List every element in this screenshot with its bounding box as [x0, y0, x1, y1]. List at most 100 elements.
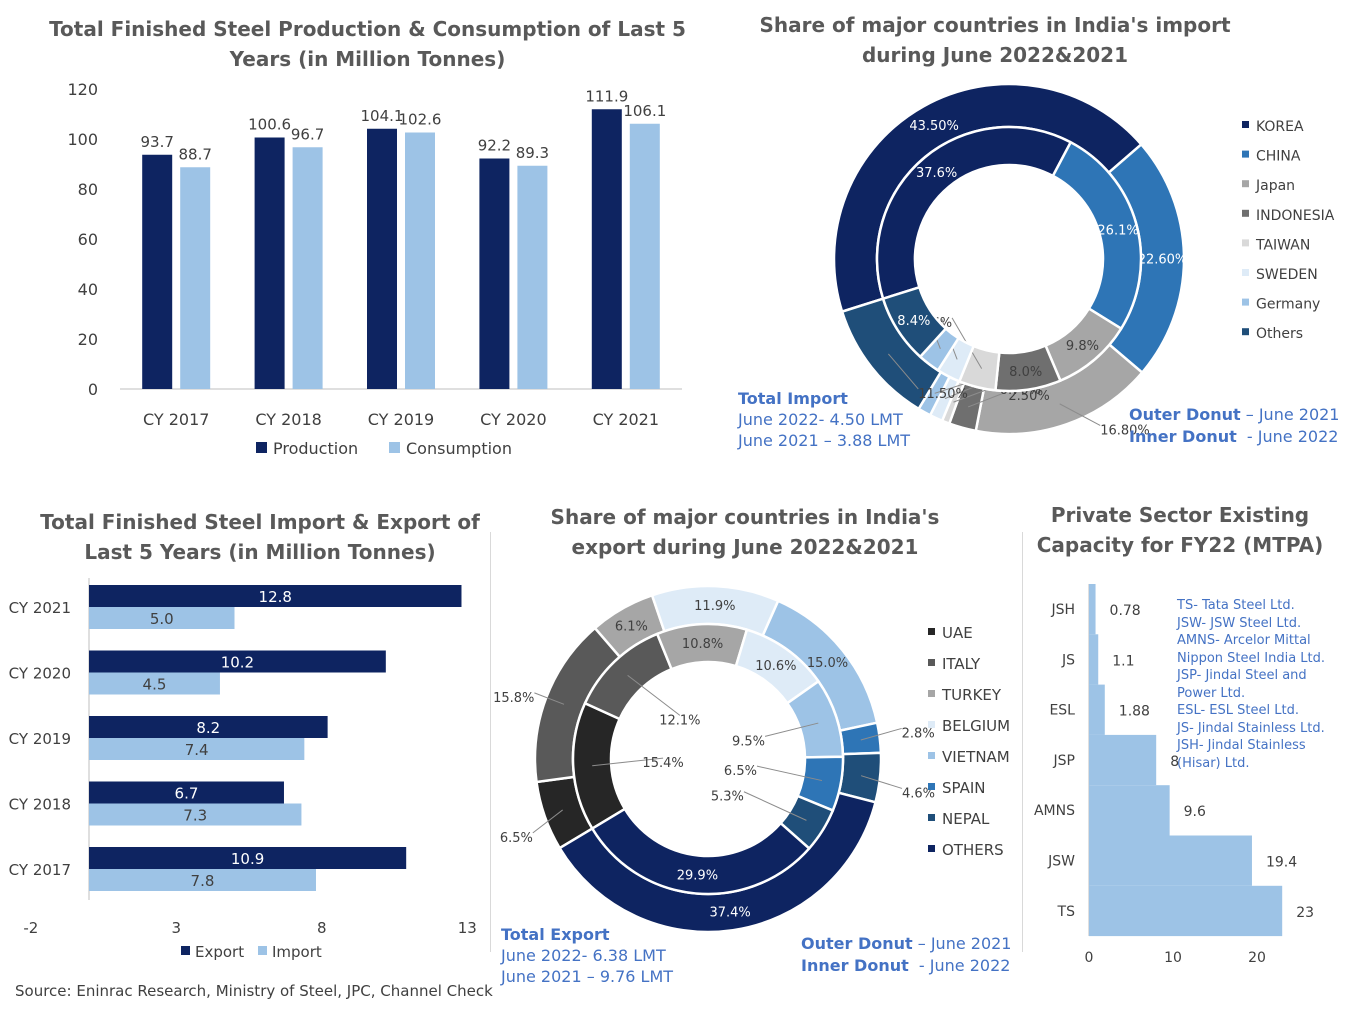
data-label: 106.1 [623, 102, 666, 120]
capacity-bar [1089, 734, 1157, 786]
legend-swatch-uae [928, 628, 935, 635]
bar-export [89, 781, 284, 804]
slice-label: 10.8% [682, 637, 723, 652]
legend-swatch-korea [1242, 121, 1249, 128]
y-tick-label: JSW [1047, 854, 1075, 870]
bar-production [142, 154, 173, 389]
y-tick-label: 0 [88, 380, 98, 399]
y-tick-label: CY 2017 [9, 861, 71, 879]
data-label: 8 [1170, 754, 1179, 770]
inner-slice-korea [875, 125, 1073, 301]
capacity-bar [1089, 584, 1096, 635]
slice-label: 12.1% [659, 713, 700, 728]
legend-label-indonesia: INDONESIA [1256, 208, 1335, 224]
slice-label: 8.4% [897, 314, 930, 329]
legend-swatch-production [256, 442, 267, 453]
bar-production [254, 137, 285, 389]
bar-consumption [180, 167, 211, 389]
slice-label: 6.5% [500, 831, 533, 846]
legend-label-taiwan: TAIWAN [1255, 237, 1310, 253]
legend-swatch-indonesia [1242, 209, 1249, 217]
data-label: 0.78 [1110, 603, 1141, 619]
legend-label-production: Production [273, 439, 358, 458]
export-total-label: Total Export [501, 925, 610, 944]
capacity-bar [1089, 835, 1252, 886]
export-outer-text: – June 2021 [912, 934, 1012, 953]
data-label: 10.2 [221, 654, 254, 672]
legend-label-sweden: SWEDEN [1256, 267, 1318, 283]
x-tick-label: CY 2017 [143, 410, 209, 429]
x-tick-label: 8 [317, 919, 327, 937]
legend-swatch-consumption [389, 442, 400, 453]
y-tick-label: JSP [1053, 753, 1075, 769]
data-label: 23 [1296, 905, 1314, 921]
y-tick-label: 80 [78, 180, 98, 199]
y-tick-label: 20 [78, 330, 98, 349]
y-tick-label: 60 [78, 230, 98, 249]
capacity-bar [1089, 785, 1170, 836]
y-tick-label: CY 2021 [9, 599, 71, 617]
bar-consumption [629, 123, 660, 389]
x-tick-label: CY 2021 [593, 410, 659, 429]
y-tick-label: AMNS [1034, 803, 1075, 819]
y-tick-label: ESL [1049, 703, 1075, 719]
data-label: 8.2 [196, 719, 220, 737]
data-label: 93.7 [140, 133, 173, 151]
import-inner-key: Inner Donut [1129, 427, 1237, 446]
leader-line [534, 692, 565, 705]
legend-label-export: Export [195, 943, 244, 961]
abbr-line: JSP- Jindal Steel and [1177, 668, 1307, 683]
legend-label-korea: KOREA [1256, 119, 1304, 135]
legend-swatch-china [1242, 150, 1249, 158]
legend-label-nepal: NEPAL [942, 810, 990, 828]
bar-production [367, 128, 397, 389]
import-total-note: Total Import June 2022- 4.50 LMT June 20… [738, 388, 910, 451]
x-tick-label: CY 2018 [255, 410, 321, 429]
slice-label: 4.6% [902, 786, 935, 801]
import-total-2022: June 2022- 4.50 LMT [738, 410, 903, 429]
legend-swatch-others [1242, 328, 1249, 336]
slice-label: 29.9% [677, 869, 718, 884]
abbr-line: Nippon Steel India Ltd. [1177, 650, 1326, 666]
slice-label: 2.50% [1008, 389, 1049, 404]
legend-label-germany: Germany [1256, 297, 1320, 313]
slice-label: 15.8% [493, 691, 534, 706]
data-label: 7.3 [183, 807, 207, 825]
slice-label: 26.1% [1097, 223, 1138, 238]
data-label: 104.1 [361, 107, 404, 125]
import-donut-key: Outer Donut – June 2021 Inner Donut - Ju… [1129, 404, 1339, 448]
capacity-bar [1089, 684, 1105, 735]
legend-label-turkey: TURKEY [941, 686, 1002, 704]
x-tick-label: 0 [1085, 950, 1094, 966]
bar-import [89, 672, 220, 695]
slice-label: 10.6% [755, 659, 796, 674]
inner-slice-others [590, 807, 811, 896]
data-label: 92.2 [478, 137, 511, 155]
legend-swatch-import [258, 946, 267, 955]
legend-label-china: CHINA [1256, 149, 1301, 165]
abbr-line: JSW- JSW Steel Ltd. [1177, 615, 1302, 631]
x-tick-label: 13 [458, 919, 477, 937]
bar-production [591, 109, 622, 389]
legend-swatch-turkey [928, 690, 935, 697]
import-inner-text: - June 2022 [1236, 427, 1339, 446]
divider-right [1022, 532, 1023, 952]
y-tick-label: 120 [67, 80, 98, 99]
legend-swatch-vietnam [928, 752, 935, 759]
export-total-2022: June 2022- 6.38 LMT [501, 946, 666, 965]
legend-label-spain: SPAIN [942, 779, 986, 797]
legend-label-others: Others [1256, 326, 1303, 342]
y-tick-label: JS [1061, 652, 1075, 668]
abbr-line: ESL- ESL Steel Ltd. [1177, 703, 1299, 718]
y-tick-label: CY 2019 [9, 730, 71, 748]
data-label: 96.7 [291, 125, 324, 143]
slice-label: 9.8% [1066, 339, 1099, 354]
bar-import [89, 869, 316, 891]
export-outer-key: Outer Donut [801, 934, 913, 953]
abbr-line: JSH- Jindal Stainless [1177, 738, 1306, 753]
legend-label-uae: UAE [942, 624, 973, 642]
slice-label: 37.6% [916, 166, 957, 181]
slice-label: 16.80% [1100, 423, 1150, 438]
